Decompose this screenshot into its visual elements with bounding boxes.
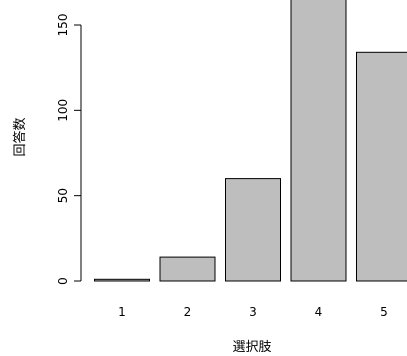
x-tick-label: 2 xyxy=(184,305,192,319)
x-axis-labels: 1 2 3 4 5 xyxy=(118,305,388,319)
bar-5 xyxy=(356,51,407,282)
bar-2 xyxy=(159,256,216,282)
bar-1 xyxy=(94,278,150,282)
bars-group xyxy=(94,0,407,282)
y-tick-label: 0 xyxy=(56,277,70,285)
y-tick-label: 150 xyxy=(56,14,70,37)
x-axis-title: 選択肢 xyxy=(232,339,271,355)
y-axis: 0 50 100 150 xyxy=(56,14,82,285)
y-tick-label: 50 xyxy=(56,188,70,203)
y-axis-title: 回答数 xyxy=(12,117,28,156)
bar-4 xyxy=(290,0,347,282)
x-tick-label: 1 xyxy=(118,305,126,319)
bar-3 xyxy=(225,178,281,282)
x-tick-label: 4 xyxy=(315,305,323,319)
x-tick-label: 5 xyxy=(380,305,388,319)
y-tick-label: 100 xyxy=(56,99,70,122)
x-tick-label: 3 xyxy=(249,305,257,319)
